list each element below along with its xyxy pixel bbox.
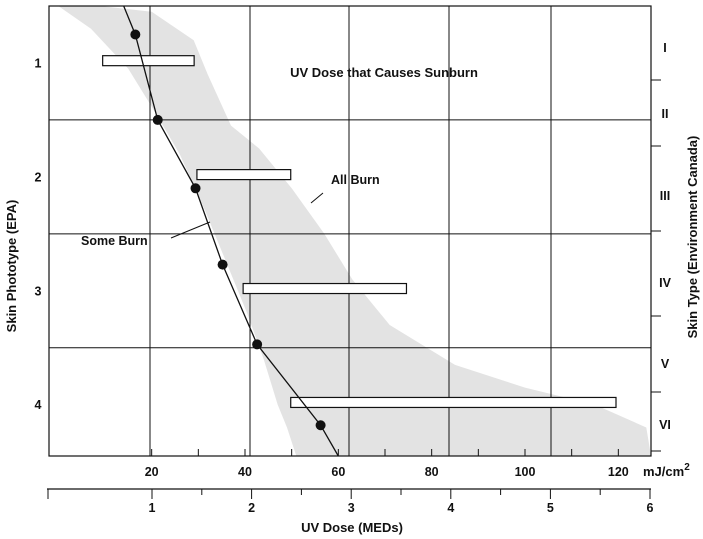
plot-area (48, 5, 652, 457)
y-left-tick-label-1: 1 (35, 56, 42, 70)
chart-title: UV Dose that Causes Sunburn (290, 65, 478, 80)
dose-range-bar-1 (102, 55, 195, 67)
x-bottom-axis-title: UV Dose (MEDs) (301, 520, 403, 535)
x-top-tick-label-1: 20 (145, 465, 159, 479)
x-top-tick-label-4: 80 (425, 465, 439, 479)
y-left-axis-title: Skin Phototype (EPA) (4, 200, 19, 333)
dose-range-bars (102, 55, 617, 409)
all-burn-leader (310, 192, 324, 204)
x-top-tick-label-6: 120 (608, 465, 629, 479)
dose-range-bar-4 (290, 396, 617, 409)
y-right-tick-label-3: III (660, 189, 670, 203)
annotation-leaders (170, 192, 324, 239)
y-right-tick-label-6: VI (659, 418, 671, 432)
y-left-tick-label-4: 4 (35, 398, 42, 412)
meds-axis-ticks: 1 2 3 4 5 6 (47, 489, 654, 515)
data-point-3 (190, 183, 201, 194)
y-right-tick-label-5: V (661, 357, 670, 371)
data-point-5 (252, 339, 263, 350)
y-left-tick-label-3: 3 (35, 284, 42, 298)
dose-range-bar-3 (242, 282, 408, 295)
meds-tick-label-4: 4 (447, 501, 454, 515)
data-point-6 (315, 420, 326, 431)
meds-tick-label-1: 1 (149, 501, 156, 515)
meds-tick-label-3: 3 (348, 501, 355, 515)
data-points (130, 29, 326, 431)
some-burn-label: Some Burn (81, 234, 148, 248)
uv-burn-band (58, 6, 652, 456)
y-left-tick-label-2: 2 (35, 170, 42, 184)
all-burn-label: All Burn (331, 173, 380, 187)
x-top-tick-label-5: 100 (515, 465, 536, 479)
data-point-1 (130, 29, 141, 40)
data-point-2 (152, 114, 163, 125)
meds-tick-label-5: 5 (547, 501, 554, 515)
grid-lines (49, 6, 651, 456)
data-point-4 (217, 259, 228, 270)
meds-tick-label-6: 6 (647, 501, 654, 515)
y-right-tick-label-1: I (663, 41, 666, 55)
dose-range-bar-2 (196, 169, 292, 181)
y-left-axis: 1 2 3 4 (35, 56, 42, 412)
minimal-erythema-curve (123, 5, 339, 457)
y-right-axis-title: Skin Type (Environment Canada) (685, 136, 700, 339)
x-top-unit-superscript: 2 (684, 462, 690, 473)
x-bottom-axis: 1 2 3 4 5 6 UV Dose (MEDs) (47, 488, 654, 535)
meds-tick-label-2: 2 (248, 501, 255, 515)
y-right-tick-label-2: II (662, 107, 669, 121)
x-top-tick-label-2: 40 (238, 465, 252, 479)
y-right-tick-label-4: IV (659, 276, 671, 290)
x-top-axis: 20 40 60 80 100 120 (145, 449, 629, 479)
some-burn-leader (170, 221, 211, 239)
x-top-unit: mJ/cm2 (643, 462, 690, 479)
x-top-tick-label-3: 60 (331, 465, 345, 479)
x-top-unit-base: mJ/cm (643, 464, 684, 479)
